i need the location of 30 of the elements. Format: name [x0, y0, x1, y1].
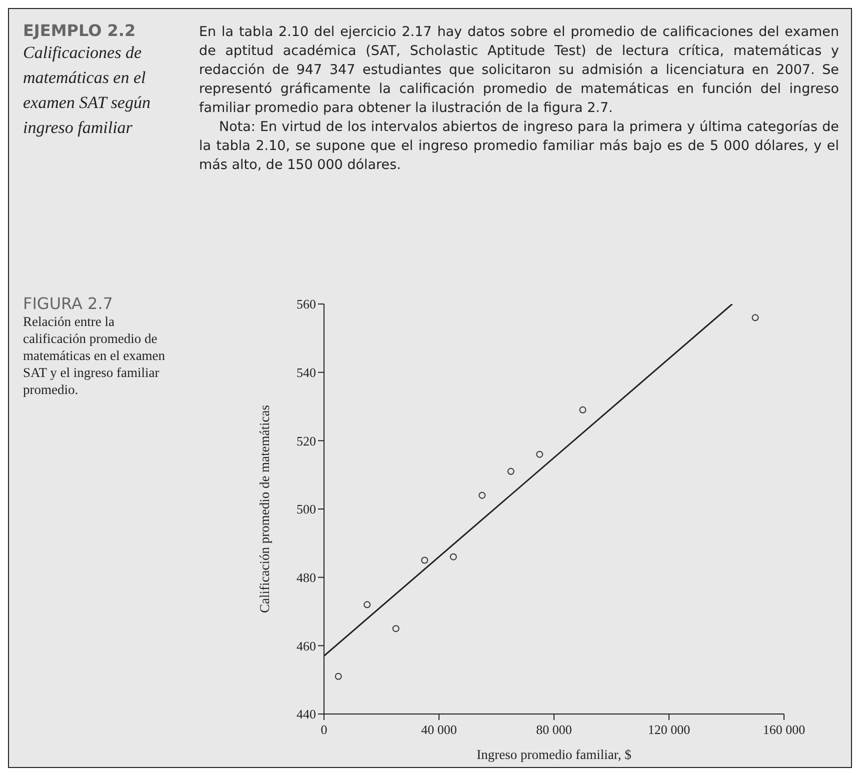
text: En la tabla 2.10 del ejercicio 2.17 hay datos sobre el promedio de calificaciones del examen de aptitud académica (SAT, Scholastic Aptitude Test) de lectura crítica, matemáticas y redacción de 947 347 estudiantes que solicitaron su admisión a licenciatura en 2007. Se representó gráficamente la calificación promedio de matemáticas en función del ingreso familiar promedio para obtener la ilustración de la figura 2.7.: [199, 23, 839, 118]
point: [392, 625, 400, 632]
text: Relación entre la calificación promedio de matemáticas en el examen SAT y el ingreso familiar promedio.: [23, 313, 166, 398]
text: FIGURA 2.7: [23, 294, 114, 313]
point: [450, 553, 457, 560]
x-tick-label: 120 000: [648, 722, 690, 737]
x-tick-label: 40 000: [421, 722, 457, 737]
point: [478, 492, 486, 499]
y-tick-label: 560: [296, 296, 316, 312]
point: [752, 314, 759, 322]
y-tick-label: 460: [296, 638, 316, 654]
x-tick-label: 0: [320, 722, 328, 737]
text: Nota: En virtud de los intervalos abiertos de ingreso para la primera y última categorías de la tabla 2.10, se supone que el ingreso promedio familiar más bajo es de 5 000 dólares, y el más alto, de 150 000 dólares.: [199, 118, 839, 175]
point: [507, 468, 514, 475]
text: Calificaciones de matemáticas en el examen SAT según ingreso familiar: [23, 42, 152, 139]
point: [421, 556, 428, 564]
point: [536, 450, 544, 458]
y-tick-label: 440: [296, 706, 316, 722]
y-tick-label: 520: [296, 433, 316, 448]
point: [579, 406, 586, 414]
x-tick-label: 80 000: [536, 722, 572, 737]
point: [364, 601, 371, 608]
y-tick-label: 480: [296, 570, 316, 585]
y-axis-title: Calificación promedio de matemáticas: [256, 404, 272, 614]
x-axis-title: Ingreso promedio familiar, $: [476, 747, 632, 762]
point: [334, 672, 342, 680]
y-tick-label: 500: [296, 502, 316, 517]
y-tick-label: 540: [296, 364, 316, 380]
x-tick-label: 160 000: [762, 722, 806, 737]
text: EJEMPLO 2.2: [23, 21, 137, 40]
